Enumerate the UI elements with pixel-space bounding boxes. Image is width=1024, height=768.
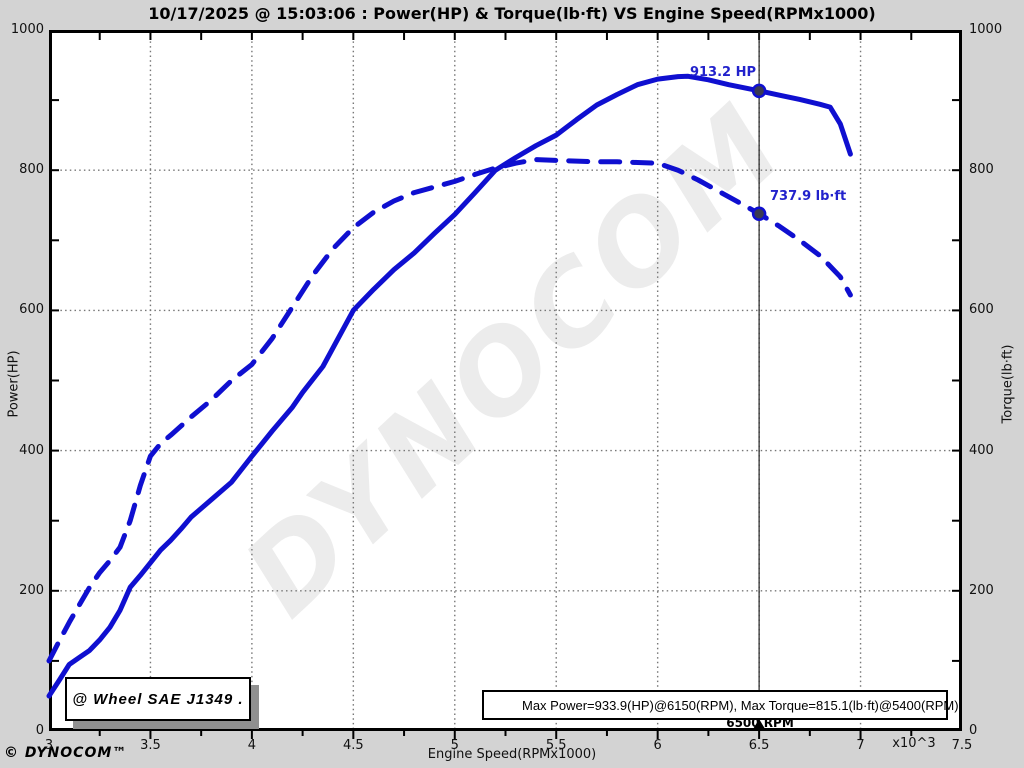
copyright-label: © DYNOCOM™	[4, 745, 128, 761]
x-axis-multiplier-label: x10^3	[892, 736, 936, 751]
x-tick-label-6.5: 6.5	[748, 738, 770, 753]
y-tick-label-right-400: 400	[969, 442, 994, 458]
y-tick-label-left-600: 600	[19, 302, 44, 318]
x-tick-label-5.5: 5.5	[545, 738, 567, 753]
y-tick-label-right-200: 200	[969, 582, 994, 598]
y-axis-title-right: Torque(lb·ft)	[1000, 344, 1016, 424]
y-tick-label-right-600: 600	[969, 302, 994, 318]
sae-correction-label: @ Wheel SAE J1349 .	[72, 690, 244, 708]
power-curve	[46, 73, 853, 699]
cursor-triangle[interactable]	[753, 719, 766, 729]
x-tick-label-6: 6	[653, 738, 662, 753]
cursor-power-marker[interactable]	[751, 83, 767, 99]
sae-correction-box: @ Wheel SAE J1349 .	[65, 677, 251, 721]
cursor-power-annotation: 913.2 HP	[689, 65, 756, 80]
plot-border	[49, 30, 962, 731]
page-title: 10/17/2025 @ 15:03:06 : Power(HP) & Torq…	[148, 4, 876, 23]
x-tick-label-3: 3	[44, 738, 54, 753]
y-tick-label-right-800: 800	[969, 162, 994, 178]
x-axis-title: Engine Speed(RPMx1000)	[427, 747, 597, 762]
axis-ticks	[51, 32, 960, 739]
gridlines	[51, 32, 960, 729]
legend-text: Max Power=933.9(HP)@6150(RPM), Max Torqu…	[522, 697, 959, 713]
torque-curve	[46, 157, 853, 664]
y-tick-label-right-0: 0	[969, 723, 978, 738]
cursor-torque-annotation: 737.9 lb·ft	[770, 189, 847, 204]
x-tick-label-4.5: 4.5	[342, 738, 364, 753]
legend-swatch	[490, 700, 514, 710]
legend-box: Max Power=933.9(HP)@6150(RPM), Max Torqu…	[482, 690, 959, 720]
x-tick-label-5: 5	[450, 738, 459, 753]
y-tick-label-left-400: 400	[19, 442, 44, 458]
cursor-torque-marker[interactable]	[751, 206, 767, 221]
chart-canvas	[46, 30, 962, 739]
x-tick-label-7.5: 7.5	[951, 738, 973, 753]
x-tick-label-4: 4	[247, 738, 257, 753]
y-tick-label-left-200: 200	[19, 582, 44, 598]
y-tick-label-left-0: 0	[35, 723, 44, 738]
y-tick-label-left-800: 800	[19, 162, 44, 178]
y-tick-label-right-1000: 1000	[969, 22, 1003, 37]
y-tick-label-left-1000: 1000	[10, 22, 44, 37]
x-tick-label-3.5: 3.5	[140, 738, 161, 753]
x-tick-label-7: 7	[856, 738, 865, 753]
plot-area: DYNOCOM 913.2 HP 737.9 lb·ft 6500 RPM @ …	[46, 30, 962, 739]
y-axis-title-left: Power(HP)	[6, 350, 22, 418]
